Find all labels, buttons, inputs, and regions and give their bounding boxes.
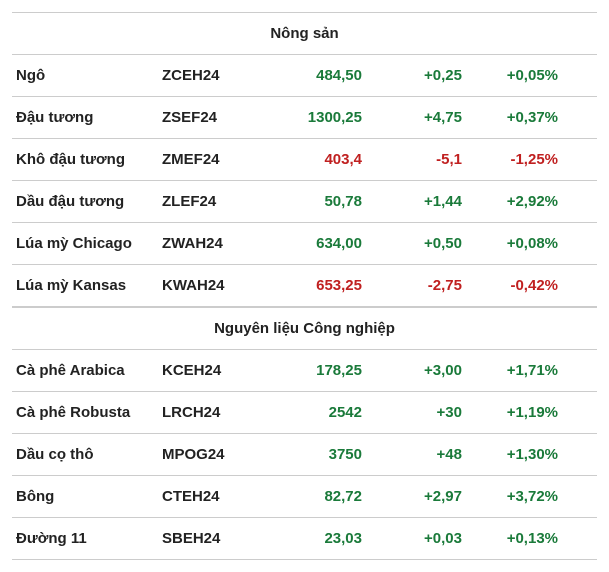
commodity-code: SBEH24: [162, 530, 262, 547]
commodity-code: KWAH24: [162, 277, 262, 294]
commodity-pct: -1,25%: [462, 151, 562, 168]
commodity-price: 653,25: [262, 277, 362, 294]
commodity-change: +48: [362, 446, 462, 463]
commodity-name: Cà phê Robusta: [12, 404, 162, 421]
commodity-price: 634,00: [262, 235, 362, 252]
commodity-code: ZSEF24: [162, 109, 262, 126]
commodity-change: +2,97: [362, 488, 462, 505]
commodity-name: Khô đậu tương: [12, 151, 162, 168]
commodity-name: Ngô: [12, 67, 162, 84]
table-row: Dầu cọ thô MPOG24 3750 +48 +1,30%: [12, 434, 597, 476]
table-row: Đường 11 SBEH24 23,03 +0,03 +0,13%: [12, 518, 597, 560]
commodity-change: +0,03: [362, 530, 462, 547]
commodity-name: Đậu tương: [12, 109, 162, 126]
commodity-code: ZWAH24: [162, 235, 262, 252]
commodity-price: 403,4: [262, 151, 362, 168]
commodity-change: +3,00: [362, 362, 462, 379]
table-row: Đậu tương ZSEF24 1300,25 +4,75 +0,37%: [12, 97, 597, 139]
commodity-price: 484,50: [262, 67, 362, 84]
commodity-name: Dầu cọ thô: [12, 446, 162, 463]
section-header: Nông sản: [12, 12, 597, 55]
commodity-pct: +0,05%: [462, 67, 562, 84]
commodity-pct: +3,72%: [462, 488, 562, 505]
commodity-pct: +1,71%: [462, 362, 562, 379]
table-row: Cà phê Arabica KCEH24 178,25 +3,00 +1,71…: [12, 350, 597, 392]
commodity-pct: +2,92%: [462, 193, 562, 210]
commodity-code: ZCEH24: [162, 67, 262, 84]
commodity-code: KCEH24: [162, 362, 262, 379]
commodity-price: 2542: [262, 404, 362, 421]
commodity-price: 23,03: [262, 530, 362, 547]
table-row: Lúa mỳ Kansas KWAH24 653,25 -2,75 -0,42%: [12, 265, 597, 307]
commodity-price: 50,78: [262, 193, 362, 210]
commodity-name: Bông: [12, 488, 162, 505]
table-row: Dầu đậu tương ZLEF24 50,78 +1,44 +2,92%: [12, 181, 597, 223]
commodity-change: +0,25: [362, 67, 462, 84]
table-row: Lúa mỳ Chicago ZWAH24 634,00 +0,50 +0,08…: [12, 223, 597, 265]
table-row: Ngô ZCEH24 484,50 +0,25 +0,05%: [12, 55, 597, 97]
commodity-pct: -0,42%: [462, 277, 562, 294]
commodity-change: +30: [362, 404, 462, 421]
table-row: Bông CTEH24 82,72 +2,97 +3,72%: [12, 476, 597, 518]
commodity-price: 178,25: [262, 362, 362, 379]
commodity-code: ZMEF24: [162, 151, 262, 168]
commodity-name: Lúa mỳ Kansas: [12, 277, 162, 294]
commodity-pct: +0,37%: [462, 109, 562, 126]
commodity-code: LRCH24: [162, 404, 262, 421]
table-row: Cà phê Robusta LRCH24 2542 +30 +1,19%: [12, 392, 597, 434]
commodity-change: +4,75: [362, 109, 462, 126]
commodity-pct: +1,30%: [462, 446, 562, 463]
commodity-price: 3750: [262, 446, 362, 463]
commodity-name: Lúa mỳ Chicago: [12, 235, 162, 252]
commodity-code: MPOG24: [162, 446, 262, 463]
commodity-name: Cà phê Arabica: [12, 362, 162, 379]
commodity-name: Dầu đậu tương: [12, 193, 162, 210]
commodity-change: +1,44: [362, 193, 462, 210]
commodity-name: Đường 11: [12, 530, 162, 547]
table-row: Khô đậu tương ZMEF24 403,4 -5,1 -1,25%: [12, 139, 597, 181]
commodity-pct: +0,08%: [462, 235, 562, 252]
commodity-code: CTEH24: [162, 488, 262, 505]
commodity-change: -2,75: [362, 277, 462, 294]
section-header: Nguyên liệu Công nghiệp: [12, 307, 597, 350]
commodity-pct: +1,19%: [462, 404, 562, 421]
commodities-table: Nông sản Ngô ZCEH24 484,50 +0,25 +0,05% …: [12, 12, 597, 560]
commodity-pct: +0,13%: [462, 530, 562, 547]
commodity-price: 1300,25: [262, 109, 362, 126]
commodity-change: +0,50: [362, 235, 462, 252]
commodity-price: 82,72: [262, 488, 362, 505]
commodity-change: -5,1: [362, 151, 462, 168]
commodity-code: ZLEF24: [162, 193, 262, 210]
